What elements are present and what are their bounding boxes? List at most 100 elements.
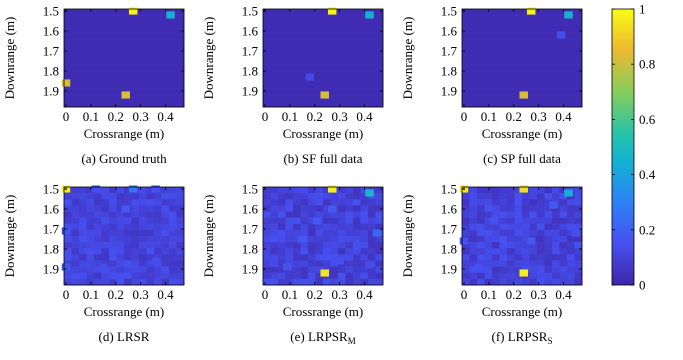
- heatmap-cell: [278, 39, 286, 47]
- heatmap-cell: [469, 229, 478, 237]
- heatmap-cell: [323, 229, 331, 237]
- heatmap-cell: [116, 236, 125, 243]
- heatmap-cell: [499, 70, 508, 77]
- heatmap-cell: [567, 272, 575, 280]
- heatmap-cell: [368, 223, 376, 231]
- heatmap-cell: [507, 64, 515, 71]
- caption-subscript: M: [348, 336, 356, 346]
- heatmap-cell: [116, 27, 125, 34]
- heatmap-cell: [552, 64, 560, 71]
- heatmap-cell: [146, 76, 155, 83]
- heatmap-cell: [462, 9, 470, 16]
- heatmap-cell: [124, 278, 132, 286]
- heatmap-cell: [353, 88, 361, 96]
- heatmap-cell: [484, 242, 493, 249]
- heatmap-cell: [330, 64, 339, 71]
- heatmap-cell: [537, 9, 545, 16]
- heatmap-cell: [544, 9, 553, 16]
- heatmap-cell: [353, 272, 361, 280]
- y-tick-label: 1.9: [242, 262, 258, 277]
- heatmap-cell: [375, 278, 384, 286]
- heatmap-cell: [567, 45, 575, 53]
- heatmap-cell: [169, 33, 177, 40]
- heatmap-cell: [293, 88, 301, 96]
- heatmap-cell: [462, 15, 470, 22]
- heatmap-cell: [139, 76, 147, 83]
- heatmap-cell: [323, 27, 331, 34]
- heatmap-cell: [169, 272, 177, 280]
- heatmap-cell: [139, 236, 147, 243]
- x-tick-label: 0.1: [282, 109, 298, 124]
- heatmap-cell: [544, 254, 553, 261]
- heatmap-cell: [499, 51, 508, 59]
- heatmap-cell: [552, 39, 560, 47]
- heatmap-cell: [462, 278, 470, 286]
- heatmap-cell: [338, 64, 346, 71]
- heatmap-cell: [353, 260, 361, 267]
- heatmap-cell: [529, 94, 538, 102]
- heatmap-cell: [176, 70, 185, 77]
- heatmap-cell: [559, 229, 568, 237]
- heatmap-cell: [109, 70, 117, 77]
- heatmap-cell: [552, 229, 560, 237]
- y-tick-label: 1.5: [242, 4, 258, 19]
- heatmap-cell: [529, 64, 538, 71]
- heatmap-cell: [71, 58, 80, 65]
- heatmap-cell: [353, 64, 361, 71]
- heatmap-cell: [278, 272, 286, 280]
- heatmap-cell: [176, 242, 185, 249]
- y-tick-label: 1.8: [43, 242, 59, 257]
- heatmap-peak-cell: [549, 201, 558, 209]
- heatmap-cell: [499, 272, 508, 280]
- heatmap-cell: [154, 70, 162, 77]
- heatmap-cell: [522, 70, 530, 77]
- heatmap-cell: [94, 266, 102, 274]
- heatmap-cell: [161, 242, 170, 249]
- heatmap-cell: [263, 193, 271, 200]
- heatmap-cell: [552, 100, 560, 108]
- heatmap-peak-cell: [335, 257, 344, 265]
- heatmap-cell: [499, 248, 508, 255]
- heatmap-cell: [79, 70, 87, 77]
- heatmap-cell: [368, 27, 376, 34]
- heatmap-cell: [330, 211, 339, 218]
- heatmap-cell: [278, 88, 286, 96]
- heatmap-cell: [161, 229, 170, 237]
- colorbar-tick-label: 0.8: [639, 57, 655, 72]
- heatmap-cell: [567, 217, 575, 225]
- heatmap-cell: [345, 21, 354, 28]
- heatmap-cell: [315, 82, 324, 89]
- heatmap-cell: [484, 64, 493, 71]
- heatmap-cell: [154, 205, 162, 212]
- heatmap-cell: [146, 199, 155, 206]
- heatmap-cell: [323, 242, 331, 249]
- heatmap-cell: [79, 229, 87, 237]
- heatmap-cell: [484, 45, 493, 53]
- heatmap-cell: [559, 254, 568, 261]
- colorbar-tick-label: 1: [639, 2, 646, 17]
- heatmap-cell: [278, 199, 286, 206]
- heatmap-cell: [567, 76, 575, 83]
- heatmap-cell: [116, 39, 125, 47]
- heatmap-cell: [323, 278, 331, 286]
- heatmap-cell: [315, 27, 324, 34]
- y-tick-label: 1.8: [441, 64, 457, 79]
- heatmap-cell: [270, 88, 279, 96]
- heatmap-cell: [574, 211, 583, 218]
- heatmap-cell: [154, 248, 162, 255]
- heatmap-cell: [109, 254, 117, 261]
- heatmap-cell: [64, 242, 72, 249]
- heatmap-cell: [323, 100, 331, 108]
- heatmap-cell: [537, 70, 545, 77]
- heatmap-cell: [169, 187, 177, 194]
- heatmap-cell: [499, 278, 508, 286]
- heatmap-cell: [360, 236, 369, 243]
- heatmap-cell: [139, 272, 147, 280]
- heatmap-cell: [544, 82, 553, 89]
- heatmap-cell: [375, 94, 384, 102]
- heatmap-cell: [278, 248, 286, 255]
- heatmap-cell: [567, 94, 575, 102]
- heatmap-cell: [116, 187, 125, 194]
- heatmap-cell: [469, 58, 478, 65]
- heatmap-cell: [139, 205, 147, 212]
